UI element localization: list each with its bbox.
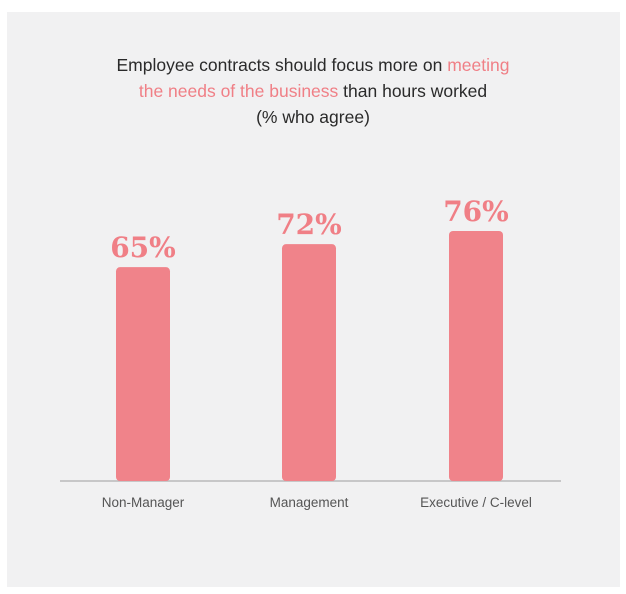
bar-value-label: 65% (110, 231, 176, 264)
category-label: Executive / C-level (420, 495, 532, 510)
chart-subtitle: (% who agree) (256, 107, 370, 127)
bar-value-label: 76% (443, 195, 509, 228)
category-label: Non-Manager (102, 495, 185, 510)
category-label: Management (270, 495, 349, 510)
title-part-2: than hours worked (338, 81, 488, 101)
bar-group: 72% Management (270, 208, 349, 510)
chart-title: Employee contracts should focus more on … (0, 52, 626, 130)
bar-group: 65% Non-Manager (102, 231, 185, 510)
title-highlight-2: the needs of the business (138, 81, 339, 101)
title-part-1: Employee contracts should focus more on (116, 55, 448, 75)
bar-value-label: 72% (276, 208, 342, 241)
bar (449, 231, 503, 481)
bar (282, 244, 336, 481)
bar (116, 267, 170, 481)
bar-group: 76% Executive / C-level (420, 195, 532, 510)
title-highlight-1: meeting (447, 55, 510, 75)
